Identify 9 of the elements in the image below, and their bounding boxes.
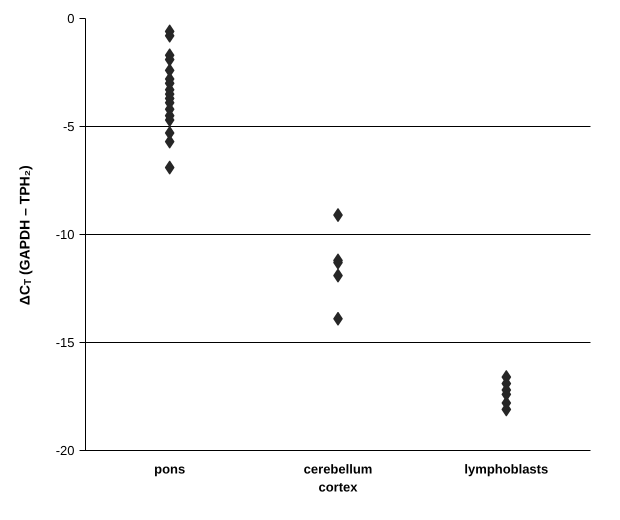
y-tick-label: -10 xyxy=(56,227,75,242)
y-tick-label: -15 xyxy=(56,335,75,350)
y-tick-label: -20 xyxy=(56,443,75,458)
x-tick-label: lymphoblasts xyxy=(464,462,548,476)
x-tick-label: pons xyxy=(154,462,186,476)
y-tick-label: -5 xyxy=(62,119,75,134)
y-axis-title: ΔCT (GAPDH – TPH₂) xyxy=(16,165,34,306)
x-tick-label: cerebellum cortex xyxy=(304,462,372,494)
y-tick-label: 0 xyxy=(67,11,75,26)
